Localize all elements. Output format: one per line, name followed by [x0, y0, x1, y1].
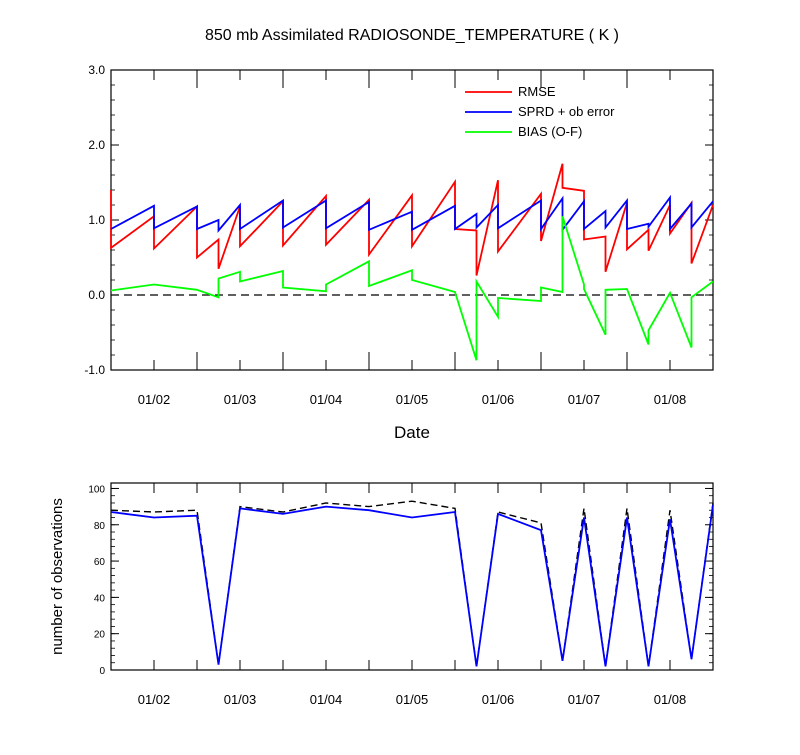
- y-tick-label: 2.0: [88, 138, 105, 152]
- y-tick-label: 60: [94, 557, 106, 568]
- x-tick-label: 01/05: [396, 392, 429, 407]
- legend-label: BIAS (O-F): [518, 124, 582, 139]
- x-tick-label: 01/07: [568, 392, 601, 407]
- chart-title: 850 mb Assimilated RADIOSONDE_TEMPERATUR…: [205, 27, 619, 44]
- y-tick-label: 0.0: [88, 288, 105, 302]
- bottom-plot: 01/02 01/03 01/04 01/05 01/06 01/07 01/08 0 20 40…: [49, 482, 714, 707]
- x-tick-label: 01/05: [396, 692, 429, 707]
- y-tick-label: -1.0: [84, 363, 105, 377]
- legend-label: SPRD + ob error: [518, 104, 615, 119]
- x-tick-label: 01/03: [224, 392, 257, 407]
- x-tick-label: 01/02: [138, 392, 171, 407]
- x-tick-label: 01/04: [310, 692, 343, 707]
- top-plot: 01/02 01/03 01/04 01/05 01/06 01/07 01/08 -1.0 0…: [84, 27, 714, 442]
- series-line-rmse: [110, 163, 714, 276]
- y-tick-label: 0: [99, 666, 105, 677]
- x-tick-label: 01/06: [482, 392, 515, 407]
- y-tick-label: 80: [94, 521, 106, 532]
- x-tick-label: 01/06: [482, 692, 515, 707]
- x-tick-label: 01/08: [654, 392, 687, 407]
- x-tick-label: 01/08: [654, 692, 687, 707]
- y-tick-label: 40: [94, 593, 106, 604]
- y-axis-label: number of observations: [49, 498, 66, 655]
- series-line-bias-o-f-: [110, 216, 714, 361]
- legend-label: RMSE: [518, 84, 556, 99]
- x-tick-label: 01/03: [224, 692, 257, 707]
- x-tick-label: 01/04: [310, 392, 343, 407]
- y-tick-label: 1.0: [88, 213, 105, 227]
- x-tick-label: 01/02: [138, 692, 171, 707]
- series-line-sprd-ob-error: [110, 194, 714, 233]
- x-axis-label: Date: [394, 423, 430, 442]
- x-tick-label: 01/07: [568, 692, 601, 707]
- series-line-assimilated: [110, 504, 714, 667]
- y-tick-label: 100: [88, 484, 105, 495]
- y-tick-label: 3.0: [88, 63, 105, 77]
- y-tick-label: 20: [94, 630, 106, 641]
